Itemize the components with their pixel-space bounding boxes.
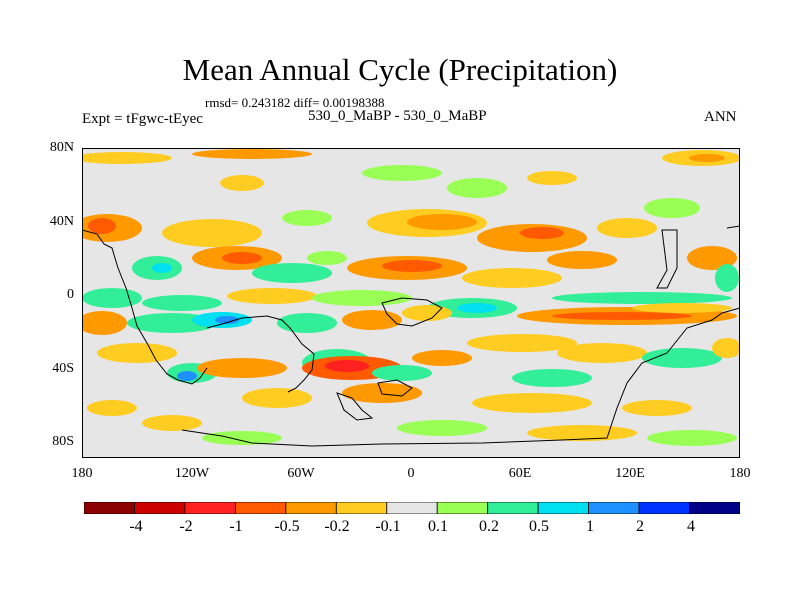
colorbar-swatch — [285, 502, 337, 514]
season-label: ANN — [704, 109, 737, 125]
colorbar-label: -1 — [229, 518, 243, 535]
y-tick-label: 80S — [52, 434, 74, 449]
colorbar-swatch — [436, 502, 489, 514]
x-tick-label: 120E — [615, 466, 645, 481]
x-tick-label: 60E — [508, 466, 532, 481]
colorbar-swatch — [134, 502, 186, 514]
colorbar-label: 2 — [636, 518, 644, 535]
x-tick-label: 180 — [729, 466, 751, 481]
x-tick-label: 180 — [71, 466, 93, 481]
colorbar-swatch — [487, 502, 539, 514]
colorbar-swatch — [84, 502, 135, 514]
colorbar-label: -2 — [179, 518, 193, 535]
colorbar-swatch — [537, 502, 590, 514]
colorbar-swatch — [588, 502, 640, 514]
colorbar-swatch — [386, 502, 438, 514]
precipitation-map — [82, 148, 740, 458]
colorbar-swatch — [689, 502, 740, 514]
stats-line: rmsd= 0.243182 diff= 0.00198388 — [205, 95, 385, 110]
colorbar-label: -0.2 — [324, 518, 350, 535]
colorbar — [84, 502, 740, 514]
plot-title: Mean Annual Cycle (Precipitation) — [182, 52, 618, 87]
map-frame — [82, 148, 740, 458]
colorbar-label: 1 — [586, 518, 594, 535]
colorbar-swatch — [184, 502, 236, 514]
colorbar-label: 0.1 — [428, 518, 448, 535]
colorbar-label: 0.2 — [479, 518, 499, 535]
colorbar-label: -0.1 — [375, 518, 401, 535]
case-label: 530_0_MaBP - 530_0_MaBP — [308, 108, 487, 124]
colorbar-label: -4 — [129, 518, 143, 535]
x-tick-label: 0 — [407, 466, 415, 481]
colorbar-label: -0.5 — [274, 518, 300, 535]
y-tick-label: 40N — [49, 214, 74, 229]
continent-outlines — [82, 225, 740, 447]
colorbar-label: 0.5 — [529, 518, 549, 535]
experiment-label: Expt = tFgwc-tEyec — [82, 111, 203, 127]
y-tick-label: 0 — [67, 287, 74, 302]
colorbar-label: 4 — [687, 518, 695, 535]
x-tick-label: 120W — [174, 466, 210, 481]
colorbar-swatch — [335, 502, 388, 514]
x-tick-label: 60W — [287, 466, 315, 481]
y-tick-label: 40S — [52, 361, 74, 376]
colorbar-swatch — [234, 502, 287, 514]
colorbar-swatch — [638, 502, 690, 514]
anomaly-field — [82, 149, 740, 446]
y-tick-label: 80N — [49, 140, 74, 155]
